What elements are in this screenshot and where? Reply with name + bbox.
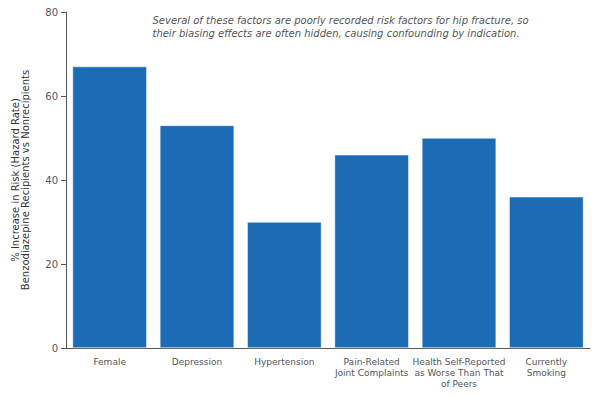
svg-text:0: 0: [52, 343, 58, 354]
svg-text:20: 20: [45, 259, 58, 270]
svg-text:Joint Complaints: Joint Complaints: [334, 368, 409, 378]
svg-text:Hypertension: Hypertension: [254, 357, 314, 367]
svg-text:40: 40: [45, 175, 58, 186]
svg-text:Depression: Depression: [172, 357, 222, 367]
svg-text:Female: Female: [93, 357, 126, 367]
svg-text:60: 60: [45, 91, 58, 102]
svg-text:Benzodiazepine Recipients vs N: Benzodiazepine Recipients vs Nonrecipien…: [20, 70, 31, 290]
svg-text:their biasing effects are ofte: their biasing effects are often hidden, …: [152, 28, 519, 39]
svg-text:% Increase in Risk (Hazard Rat: % Increase in Risk (Hazard Rate): [9, 98, 21, 262]
svg-text:of Peers: of Peers: [441, 379, 477, 389]
svg-text:as Worse Than That: as Worse Than That: [414, 368, 504, 378]
svg-text:80: 80: [45, 7, 58, 18]
svg-text:Pain-Related: Pain-Related: [344, 357, 400, 367]
svg-text:Smoking: Smoking: [527, 368, 566, 378]
svg-text:Health Self-Reported: Health Self-Reported: [412, 357, 505, 367]
svg-text:Several of these factors are p: Several of these factors are poorly reco…: [152, 15, 528, 26]
svg-text:Currently: Currently: [526, 357, 568, 367]
